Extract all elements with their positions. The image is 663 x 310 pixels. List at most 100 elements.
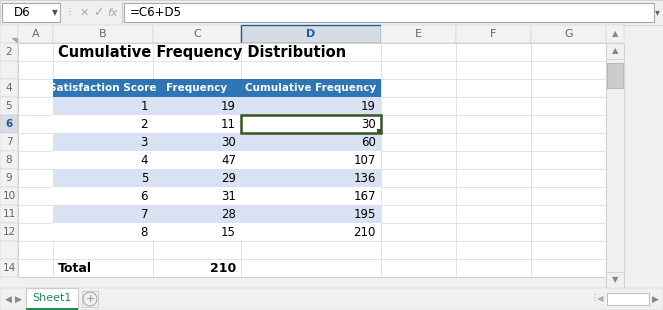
- Bar: [381, 259, 456, 277]
- Bar: [456, 97, 531, 115]
- Bar: [381, 187, 456, 205]
- Bar: [153, 115, 241, 133]
- Bar: [53, 61, 153, 79]
- Text: 19: 19: [221, 100, 236, 113]
- Bar: [241, 169, 381, 187]
- Text: 136: 136: [353, 171, 376, 184]
- Bar: [456, 241, 531, 259]
- Text: ✓: ✓: [93, 7, 103, 20]
- Bar: [456, 205, 531, 223]
- Bar: [53, 187, 153, 205]
- Bar: [53, 115, 153, 133]
- Bar: [153, 223, 241, 241]
- Bar: [53, 115, 153, 133]
- Text: fx: fx: [108, 8, 118, 18]
- Bar: [241, 115, 381, 133]
- Bar: [241, 97, 381, 115]
- Bar: [531, 241, 606, 259]
- Bar: [241, 115, 381, 133]
- Bar: [0, 25, 18, 43]
- Text: 10: 10: [3, 191, 15, 201]
- Bar: [153, 79, 241, 97]
- Bar: [0, 288, 663, 310]
- Bar: [381, 205, 456, 223]
- Bar: [153, 259, 241, 277]
- Bar: [241, 25, 381, 43]
- Bar: [0, 61, 18, 79]
- Bar: [241, 115, 381, 133]
- Bar: [153, 169, 241, 187]
- Bar: [53, 79, 153, 97]
- Bar: [381, 241, 456, 259]
- Bar: [153, 151, 241, 169]
- Bar: [0, 223, 18, 241]
- Text: 210: 210: [210, 262, 236, 274]
- Bar: [456, 79, 531, 97]
- Bar: [241, 205, 381, 223]
- Text: D: D: [306, 29, 316, 39]
- Bar: [531, 115, 606, 133]
- Bar: [18, 151, 53, 169]
- Text: 167: 167: [353, 189, 376, 202]
- Bar: [153, 205, 241, 223]
- Text: 30: 30: [361, 117, 376, 131]
- Text: Satisfaction Score: Satisfaction Score: [49, 83, 156, 93]
- Text: ▶: ▶: [652, 294, 658, 303]
- Text: B: B: [99, 29, 107, 39]
- Bar: [241, 79, 381, 97]
- Bar: [53, 223, 153, 241]
- Bar: [531, 151, 606, 169]
- Text: 11: 11: [221, 117, 236, 131]
- Bar: [241, 79, 381, 97]
- Text: 8: 8: [6, 155, 13, 165]
- Bar: [241, 133, 381, 151]
- Bar: [241, 187, 381, 205]
- Text: ▾: ▾: [654, 7, 660, 17]
- Bar: [18, 43, 606, 277]
- Bar: [153, 151, 241, 169]
- Text: 107: 107: [353, 153, 376, 166]
- Bar: [53, 169, 153, 187]
- Text: 15: 15: [221, 225, 236, 238]
- Bar: [153, 205, 241, 223]
- Text: Cumulative Frequency: Cumulative Frequency: [245, 83, 377, 93]
- Bar: [153, 25, 241, 43]
- Bar: [2, 3, 60, 22]
- Bar: [456, 259, 531, 277]
- Text: 195: 195: [353, 207, 376, 220]
- Bar: [153, 97, 241, 115]
- Bar: [18, 43, 53, 61]
- Bar: [53, 223, 153, 241]
- Bar: [0, 187, 18, 205]
- Text: G: G: [564, 29, 573, 39]
- Text: C: C: [193, 29, 201, 39]
- Bar: [0, 205, 18, 223]
- Bar: [606, 272, 624, 288]
- Text: 6: 6: [5, 119, 13, 129]
- Bar: [18, 97, 53, 115]
- Text: 60: 60: [361, 135, 376, 148]
- Bar: [241, 223, 381, 241]
- Text: ▲: ▲: [612, 29, 619, 38]
- Polygon shape: [12, 38, 17, 42]
- Bar: [531, 133, 606, 151]
- Bar: [0, 259, 18, 277]
- Bar: [456, 115, 531, 133]
- Bar: [153, 169, 241, 187]
- Bar: [53, 79, 153, 97]
- Bar: [53, 151, 153, 169]
- Bar: [241, 205, 381, 223]
- Bar: [18, 79, 53, 97]
- Bar: [53, 205, 153, 223]
- Bar: [18, 259, 53, 277]
- Text: ◀: ◀: [5, 294, 11, 303]
- Bar: [456, 223, 531, 241]
- Text: 3: 3: [141, 135, 148, 148]
- Bar: [606, 43, 624, 288]
- Text: 210: 210: [353, 225, 376, 238]
- Bar: [53, 169, 153, 187]
- Bar: [153, 241, 241, 259]
- Text: 47: 47: [221, 153, 236, 166]
- Bar: [381, 169, 456, 187]
- Text: 12: 12: [3, 227, 16, 237]
